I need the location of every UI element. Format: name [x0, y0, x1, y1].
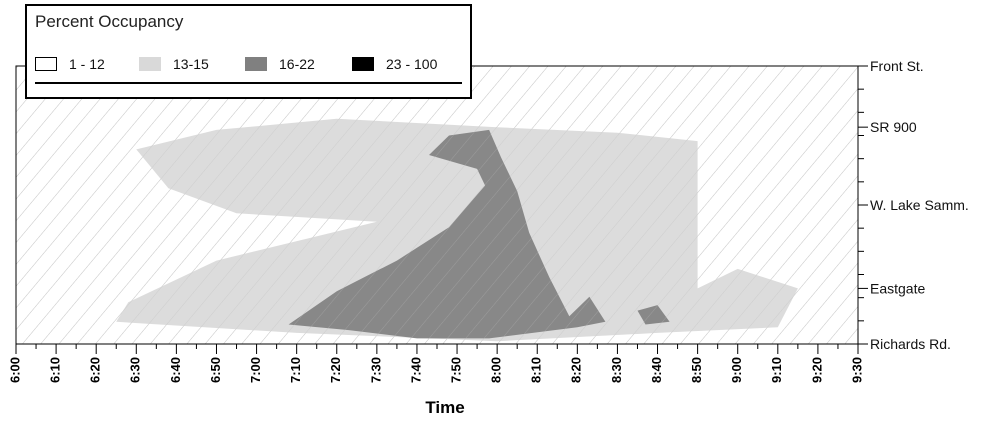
x-tick-label: 9:10: [769, 357, 784, 383]
x-tick-label: 6:30: [128, 357, 143, 383]
x-tick-label: 6:10: [48, 357, 63, 383]
x-tick-label: 9:20: [809, 357, 824, 383]
occupancy-regions: [16, 66, 858, 344]
y-axis: Front St. SR 900 W. Lake Samm. Eastgate Rich…: [858, 58, 969, 352]
x-tick-label: 8:30: [609, 357, 624, 383]
x-tick-label: 8:10: [529, 357, 544, 383]
legend-label-2: 13-15: [173, 56, 209, 72]
x-tick-label: 6:20: [88, 357, 103, 383]
x-tick-label: 9:30: [849, 357, 864, 383]
y-location-label: Eastgate: [870, 280, 925, 296]
x-tick-label: 8:20: [569, 357, 584, 383]
x-tick-label: 8:50: [689, 357, 704, 383]
x-tick-label: 7:40: [408, 357, 423, 383]
legend-swatch-3: [245, 57, 267, 71]
legend-item-2: 13-15: [139, 55, 209, 73]
x-tick-label: 8:40: [649, 357, 664, 383]
x-tick-label: 6:40: [168, 357, 183, 383]
x-tick-label: 8:00: [489, 357, 504, 383]
legend-underline: [35, 82, 462, 84]
y-location-label: SR 900: [870, 119, 917, 135]
contour-hatching-overlay: [16, 66, 858, 344]
y-location-label: Richards Rd.: [870, 336, 951, 352]
legend-swatch-2: [139, 57, 161, 71]
x-tick-label: 7:20: [328, 357, 343, 383]
legend-title: Percent Occupancy: [35, 12, 184, 31]
legend-item-4: 23 - 100: [352, 55, 437, 73]
legend-swatch-4: [352, 57, 374, 71]
legend-item-1: 1 - 12: [35, 55, 105, 73]
x-tick-label: 9:00: [729, 357, 744, 383]
x-tick-label: 7:50: [448, 357, 463, 383]
x-tick-label: 7:30: [368, 357, 383, 383]
y-location-label: Front St.: [870, 58, 924, 74]
x-tick-label: 7:00: [248, 357, 263, 383]
y-location-label: W. Lake Samm.: [870, 197, 969, 213]
x-tick-label: 6:00: [7, 357, 22, 383]
x-axis: 6:00 6:10 6:20 6:30 6:40 6:50 7:00 7:10 7:20 7:30…: [7, 344, 864, 383]
x-tick-label: 6:50: [208, 357, 223, 383]
legend-swatch-1: [35, 57, 57, 71]
legend-label-1: 1 - 12: [69, 56, 105, 72]
legend-label-3: 16-22: [279, 56, 315, 72]
legend: Percent Occupancy 1 - 12 13-15 16-22 23 …: [25, 4, 472, 99]
x-axis-title: Time: [425, 398, 465, 417]
legend-label-4: 23 - 100: [386, 56, 438, 72]
legend-item-3: 16-22: [245, 55, 315, 73]
x-tick-label: 7:10: [288, 357, 303, 383]
